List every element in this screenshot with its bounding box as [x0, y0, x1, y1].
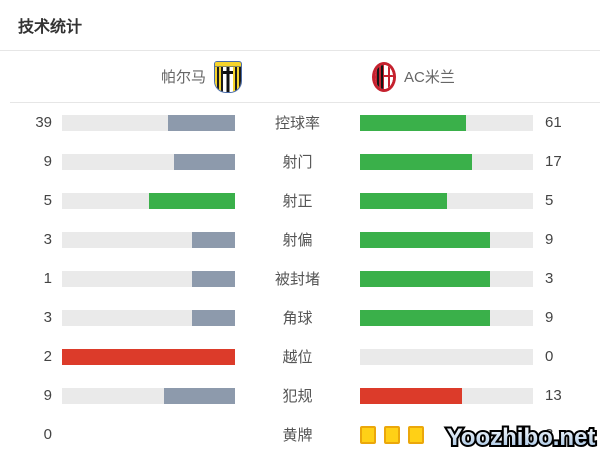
yellow-card-icon	[408, 425, 424, 444]
away-value: 0	[545, 348, 554, 365]
stat-row: 1 被封堵 3	[0, 259, 600, 298]
home-team-name: 帕尔马	[160, 69, 206, 86]
home-bar	[62, 427, 235, 443]
home-value: 9	[43, 387, 52, 404]
away-team-header: AC米兰	[300, 51, 600, 102]
stat-label: 犯规	[282, 388, 313, 405]
stat-row: 2 越位 0	[0, 337, 600, 376]
stat-label: 角球	[282, 310, 313, 327]
parma-crest-icon	[214, 60, 242, 93]
stat-row: 9 射门 17	[0, 142, 600, 181]
away-value: 9	[545, 231, 554, 248]
away-bar-fill	[360, 387, 463, 404]
watermark: Yoozhibo.net	[445, 422, 598, 453]
away-bar-fill	[360, 192, 447, 209]
stat-label: 射偏	[282, 232, 313, 249]
away-value: 17	[545, 153, 562, 170]
away-value: 3	[545, 426, 554, 443]
home-team-header: 帕尔马	[0, 51, 300, 102]
acmilan-crest-icon	[372, 61, 396, 92]
away-bar	[360, 387, 533, 404]
stat-label: 射门	[282, 154, 313, 171]
away-bar-fill	[360, 153, 473, 170]
home-value: 3	[43, 309, 52, 326]
watermark-text: Yoozhibo.net	[447, 424, 596, 451]
home-bar	[62, 270, 235, 287]
home-bar	[62, 114, 235, 131]
home-bar	[62, 387, 235, 404]
stat-row: 39 控球率 61	[0, 103, 600, 142]
away-bar	[360, 153, 533, 170]
home-bar-fill	[174, 153, 235, 170]
home-value: 3	[43, 231, 52, 248]
stat-label: 黄牌	[282, 427, 313, 444]
away-bar-fill	[360, 114, 466, 131]
home-value: 0	[43, 426, 52, 443]
away-value: 5	[545, 192, 554, 209]
home-bar-fill	[191, 270, 235, 287]
home-bar-fill	[191, 309, 235, 326]
away-bar-fill	[360, 231, 490, 248]
home-bar-fill	[164, 387, 235, 404]
stat-row: 3 角球 9	[0, 298, 600, 337]
yellow-card-icon	[360, 425, 376, 444]
stat-row: 9 犯规 13	[0, 376, 600, 415]
away-bar	[360, 309, 533, 326]
away-bar	[360, 270, 533, 287]
away-value: 3	[545, 270, 554, 287]
away-team-name: AC米兰	[404, 69, 455, 86]
stat-label: 被封堵	[274, 271, 320, 288]
home-bar	[62, 192, 235, 209]
home-bar-fill	[167, 114, 235, 131]
away-bar	[360, 114, 533, 131]
away-bar	[360, 348, 533, 365]
stat-row: 5 射正 5	[0, 181, 600, 220]
home-value: 5	[43, 192, 52, 209]
home-bar-fill	[191, 231, 235, 248]
stat-label: 越位	[282, 349, 313, 366]
home-bar	[62, 348, 235, 365]
stat-label: 控球率	[274, 115, 320, 132]
home-bar-fill	[62, 348, 235, 365]
away-bar	[360, 425, 533, 444]
yellow-card-icon	[384, 425, 400, 444]
page-title: 技术统计	[18, 19, 83, 36]
home-value: 1	[43, 270, 52, 287]
teams-header: 帕尔马 AC米兰	[0, 51, 600, 102]
stats-rows: 39 控球率 61 9 射门 17 5 射正 5 3 射偏 9 1 被封堵 3 …	[0, 103, 600, 454]
stat-row: 3 射偏 9	[0, 220, 600, 259]
stat-row: 0 黄牌 3	[0, 415, 600, 454]
stat-label: 射正	[282, 193, 313, 210]
home-bar	[62, 309, 235, 326]
away-value: 13	[545, 387, 562, 404]
away-bar-fill	[360, 270, 490, 287]
home-value: 2	[43, 348, 52, 365]
home-bar-fill	[148, 192, 235, 209]
home-bar	[62, 231, 235, 248]
away-bar-fill	[360, 309, 490, 326]
divider	[10, 102, 600, 103]
away-bar	[360, 231, 533, 248]
away-bar	[360, 192, 533, 209]
home-bar	[62, 153, 235, 170]
away-value: 61	[545, 114, 562, 131]
divider	[0, 50, 600, 51]
home-value: 9	[43, 153, 52, 170]
home-value: 39	[35, 114, 52, 131]
away-value: 9	[545, 309, 554, 326]
